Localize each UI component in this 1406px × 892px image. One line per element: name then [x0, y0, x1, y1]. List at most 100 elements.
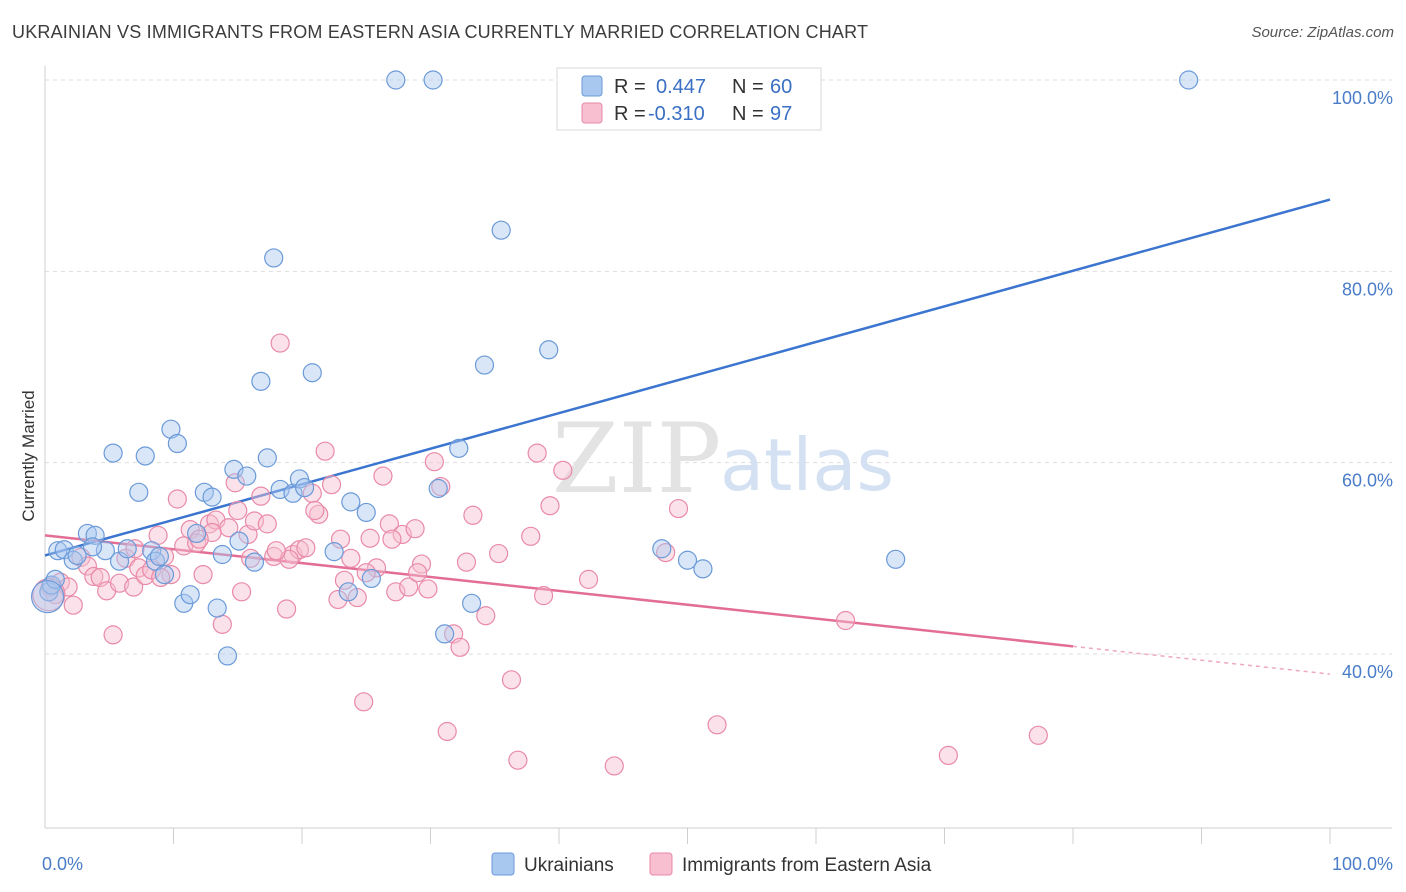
point-ukrainians-13: [117, 539, 137, 559]
point-ukrainians-2: [45, 569, 65, 589]
y-axis-label: Currently Married: [19, 390, 38, 521]
point-eastern-asia-53: [379, 514, 399, 534]
point-eastern-asia-71: [521, 526, 541, 546]
legend-swatch-ukrainians: [581, 75, 603, 97]
point-ukrainians-35: [257, 448, 277, 468]
point-eastern-asia-34: [257, 514, 277, 534]
legend-n-value-eastern-asia: 97: [770, 103, 792, 125]
point-ukrainians-45: [356, 502, 376, 523]
point-ukrainians-33: [244, 552, 265, 572]
point-ukrainians-44: [341, 492, 361, 512]
trend-lines: [44, 198, 1331, 675]
point-eastern-asia-30: [232, 582, 252, 602]
point-ukrainians-3: [48, 541, 68, 561]
point-ukrainians-19: [154, 564, 175, 585]
y-tick-label-1: 80.0%: [1342, 279, 1393, 299]
legend-r-value-ukrainians: 0.447: [656, 76, 706, 98]
point-eastern-asia-13: [124, 577, 144, 597]
point-eastern-asia-82: [938, 745, 958, 766]
point-eastern-asia-73: [533, 586, 554, 606]
trend-line-ukrainians: [44, 198, 1331, 557]
point-ukrainians-29: [217, 646, 238, 666]
point-eastern-asia-51: [366, 558, 387, 578]
legend-n-label-ukrainians: N =: [732, 76, 764, 98]
point-eastern-asia-77: [604, 756, 624, 776]
point-eastern-asia-76: [578, 569, 599, 589]
point-ukrainians-34: [251, 371, 271, 391]
point-ukrainians-56: [652, 539, 672, 559]
x-tick-label-right: 100.0%: [1332, 854, 1393, 874]
x-tick-label-left: 0.0%: [42, 854, 83, 874]
point-eastern-asia-93: [330, 529, 351, 549]
point-ukrainians-24: [187, 523, 207, 544]
point-eastern-asia-40: [296, 538, 316, 558]
point-eastern-asia-4: [63, 595, 83, 615]
point-eastern-asia-49: [354, 692, 374, 712]
point-eastern-asia-75: [553, 460, 573, 480]
legend-r-label-eastern-asia: R =: [614, 103, 646, 125]
point-eastern-asia-81: [835, 610, 856, 631]
point-ukrainians-28: [212, 544, 232, 565]
point-eastern-asia-36: [270, 333, 290, 353]
point-eastern-asia-95: [382, 529, 402, 549]
bottom-legend-label-ukrainians: Ukrainians: [524, 855, 614, 876]
point-eastern-asia-27: [212, 614, 232, 634]
point-ukrainians-14: [129, 482, 149, 502]
point-eastern-asia-11: [109, 573, 130, 593]
point-eastern-asia-65: [456, 552, 477, 572]
point-ukrainians-52: [462, 593, 482, 613]
point-ukrainians-31: [229, 531, 249, 551]
point-eastern-asia-44: [321, 475, 342, 495]
bottom-legend-swatch-eastern-asia: [649, 852, 673, 876]
bottom-legend-label-eastern-asia: Immigrants from Eastern Asia: [682, 855, 932, 876]
point-eastern-asia-56: [399, 577, 419, 597]
point-eastern-asia-6: [77, 556, 98, 576]
axes: [44, 66, 1392, 844]
point-eastern-asia-69: [501, 670, 522, 690]
point-ukrainians-37: [270, 479, 290, 500]
point-eastern-asia-20: [167, 489, 187, 509]
point-eastern-asia-54: [386, 582, 406, 602]
point-ukrainians-59: [1179, 70, 1199, 90]
point-ukrainians-41: [302, 363, 322, 383]
point-eastern-asia-72: [527, 443, 547, 463]
point-eastern-asia-74: [540, 496, 560, 516]
point-eastern-asia-45: [328, 589, 348, 610]
legend-n-value-ukrainians: 60: [770, 76, 792, 98]
point-eastern-asia-66: [463, 505, 483, 525]
point-eastern-asia-47: [341, 548, 361, 568]
point-ukrainians-15: [135, 446, 155, 466]
y-tick-label-0: 100.0%: [1332, 88, 1393, 108]
point-ukrainians-43: [338, 582, 358, 602]
point-ukrainians-27: [207, 598, 227, 618]
point-eastern-asia-37: [276, 599, 297, 619]
point-ukrainians-20: [161, 419, 181, 439]
point-eastern-asia-68: [489, 543, 509, 564]
point-ukrainians-10: [82, 537, 103, 557]
point-ukrainians-46: [361, 568, 381, 589]
point-ukrainians-18: [149, 546, 169, 567]
point-ukrainians-57: [677, 550, 698, 570]
legend-r-value-eastern-asia: -0.310: [648, 103, 705, 125]
point-ukrainians-58: [693, 559, 713, 579]
watermark-zip: ZIP: [552, 403, 721, 515]
bottom-legend-swatch-ukrainians: [491, 852, 515, 876]
y-tick-label-2: 60.0%: [1342, 471, 1393, 491]
point-eastern-asia-91: [266, 541, 286, 561]
point-eastern-asia-62: [437, 721, 457, 742]
chart-source: Source: ZipAtlas.com: [1251, 24, 1394, 41]
watermark-atlas: atlas: [720, 423, 894, 507]
point-eastern-asia-70: [508, 750, 528, 770]
point-eastern-asia-64: [450, 637, 470, 657]
point-eastern-asia-78: [656, 542, 676, 563]
legend: R = 0.447 N = 60 R = -0.310 N = 97: [556, 67, 822, 131]
point-eastern-asia-52: [373, 466, 393, 486]
trend-line-eastern-asia: [44, 534, 1074, 648]
point-ukrainians-16: [142, 541, 162, 561]
point-eastern-asia-79: [668, 498, 689, 519]
y-tick-label-3: 40.0%: [1342, 662, 1393, 682]
point-ukrainians-50: [435, 624, 455, 644]
legend-r-label-ukrainians: R =: [614, 76, 646, 98]
point-ukrainians-23: [180, 585, 200, 605]
